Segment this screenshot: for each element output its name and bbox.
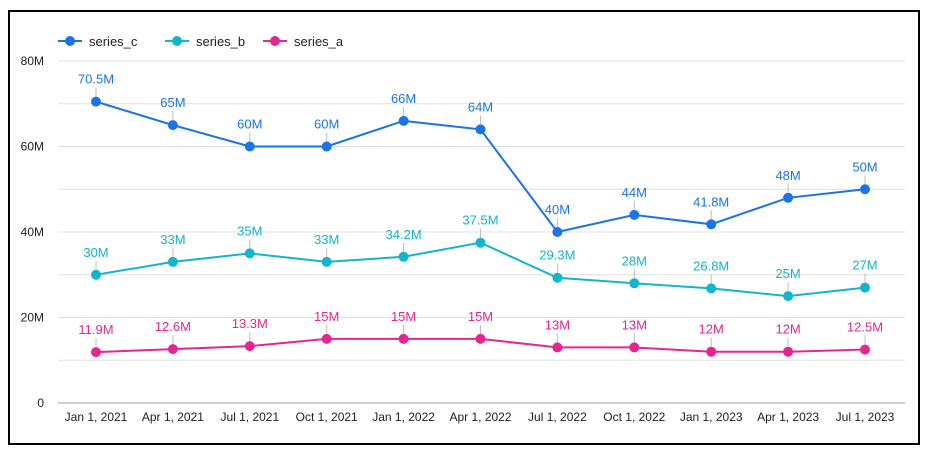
x-tick-label: Apr 1, 2022 — [449, 410, 511, 424]
legend-label-series_c: series_c — [89, 34, 138, 49]
x-axis: Jan 1, 2021 Apr 1, 2021 Jul 1, 2021 Oct 1, … — [65, 410, 895, 424]
data-point-series_a — [629, 342, 640, 353]
data-label-series_c: 50M — [852, 159, 877, 174]
data-label-series_b: 37.5M — [462, 213, 498, 228]
data-point-series_b — [860, 282, 870, 293]
x-tick-label: Oct 1, 2022 — [603, 410, 665, 424]
y-tick-label: 60M — [21, 140, 44, 154]
x-tick-label: Jul 1, 2022 — [528, 410, 587, 424]
data-label-series_a: 15M — [391, 309, 416, 324]
legend-label-series_a: series_a — [294, 34, 344, 49]
x-tick-label: Jan 1, 2022 — [372, 410, 435, 424]
data-label-series_c: 66M — [391, 91, 416, 106]
data-point-series_b — [398, 251, 409, 262]
legend-label-series_b: series_b — [196, 34, 245, 49]
data-point-series_a — [321, 333, 332, 344]
data-label-series_c: 41.8M — [693, 194, 729, 209]
data-label-series_b: 29.3M — [539, 248, 575, 263]
data-point-series_c — [629, 209, 640, 220]
data-point-series_c — [321, 141, 332, 152]
data-point-series_c — [552, 227, 563, 237]
data-label-series_b: 30M — [83, 245, 108, 260]
data-point-series_b — [629, 278, 640, 289]
data-label-series_c: 44M — [622, 185, 647, 200]
data-label-series_c: 64M — [468, 99, 493, 114]
data-point-series_a — [706, 346, 717, 357]
data-label-series_a: 12.5M — [847, 320, 883, 335]
data-label-series_a: 11.9M — [78, 322, 113, 337]
data-point-series_b — [244, 248, 255, 259]
data-label-series_a: 15M — [314, 309, 339, 324]
data-label-series_a: 15M — [468, 309, 493, 324]
y-tick-label: 0 — [37, 396, 44, 410]
x-tick-label: Apr 1, 2023 — [757, 410, 819, 424]
data-label-series_a: 12M — [775, 322, 800, 337]
legend: series_c series_b series_a — [58, 34, 344, 49]
legend-marker — [65, 36, 75, 46]
y-axis: 0 20M 40M 60M 80M — [21, 54, 45, 410]
data-label-series_b: 34.2M — [386, 227, 422, 242]
data-point-series_b — [167, 256, 178, 267]
data-point-series_a — [475, 333, 486, 344]
data-point-series_b — [91, 269, 101, 280]
data-label-series_c: 40M — [545, 202, 570, 217]
legend-marker — [172, 36, 182, 46]
data-label-series_a: 13M — [545, 317, 570, 332]
data-label-series_b: 27M — [852, 258, 877, 273]
x-tick-label: Apr 1, 2021 — [142, 410, 204, 424]
data-point-series_b — [475, 237, 486, 248]
data-point-series_a — [167, 344, 178, 355]
y-tick-label: 40M — [21, 225, 44, 239]
data-point-series_c — [475, 124, 486, 135]
data-point-series_a — [783, 346, 794, 357]
data-label-series_b: 25M — [775, 266, 800, 281]
y-tick-label: 20M — [21, 311, 44, 325]
x-tick-label: Oct 1, 2021 — [296, 410, 358, 424]
data-point-series_c — [783, 192, 794, 203]
legend-marker — [270, 36, 280, 46]
data-label-series_b: 33M — [160, 232, 185, 247]
data-label-series_c: 60M — [314, 117, 339, 132]
data-point-series_a — [552, 342, 563, 353]
data-point-series_c — [167, 120, 178, 131]
data-label-series_a: 13.3M — [232, 316, 268, 331]
data-point-series_c — [398, 115, 409, 126]
data-point-series_b — [321, 256, 332, 267]
series-line-series_b — [95, 241, 866, 298]
data-point-series_b — [552, 272, 563, 283]
data-point-series_c — [706, 219, 717, 230]
data-label-series_b: 28M — [622, 253, 647, 268]
data-label-series_c: 60M — [237, 117, 262, 132]
data-label-series_a: 12.6M — [155, 319, 191, 334]
data-point-series_c — [860, 184, 870, 195]
x-tick-label: Jul 1, 2021 — [220, 410, 279, 424]
y-tick-label: 80M — [21, 54, 44, 68]
data-label-series_c: 70.5M — [78, 72, 114, 87]
data-point-series_c — [244, 141, 255, 152]
series-group: 70.5M 65M 60M 60M 66M 64M 40M 44M 41.8M 48M 50M 30M… — [78, 72, 883, 358]
data-point-series_b — [706, 283, 717, 294]
data-point-series_b — [783, 291, 794, 302]
data-point-series_c — [91, 96, 101, 107]
data-point-series_a — [860, 344, 870, 355]
data-label-series_c: 65M — [160, 95, 185, 110]
data-label-series_a: 13M — [622, 317, 647, 332]
x-tick-label: Jan 1, 2021 — [65, 410, 128, 424]
data-point-series_a — [398, 333, 409, 344]
x-tick-label: Jan 1, 2023 — [680, 410, 743, 424]
data-label-series_b: 35M — [237, 223, 262, 238]
data-point-series_a — [244, 341, 255, 352]
gridlines — [58, 60, 905, 404]
data-point-series_a — [91, 347, 101, 358]
data-label-series_b: 26.8M — [693, 258, 729, 273]
data-label-series_a: 12M — [699, 322, 724, 337]
data-label-series_c: 48M — [775, 168, 800, 183]
x-tick-label: Jul 1, 2023 — [836, 410, 895, 424]
data-label-series_b: 33M — [314, 232, 339, 247]
chart-frame — [8, 10, 920, 445]
